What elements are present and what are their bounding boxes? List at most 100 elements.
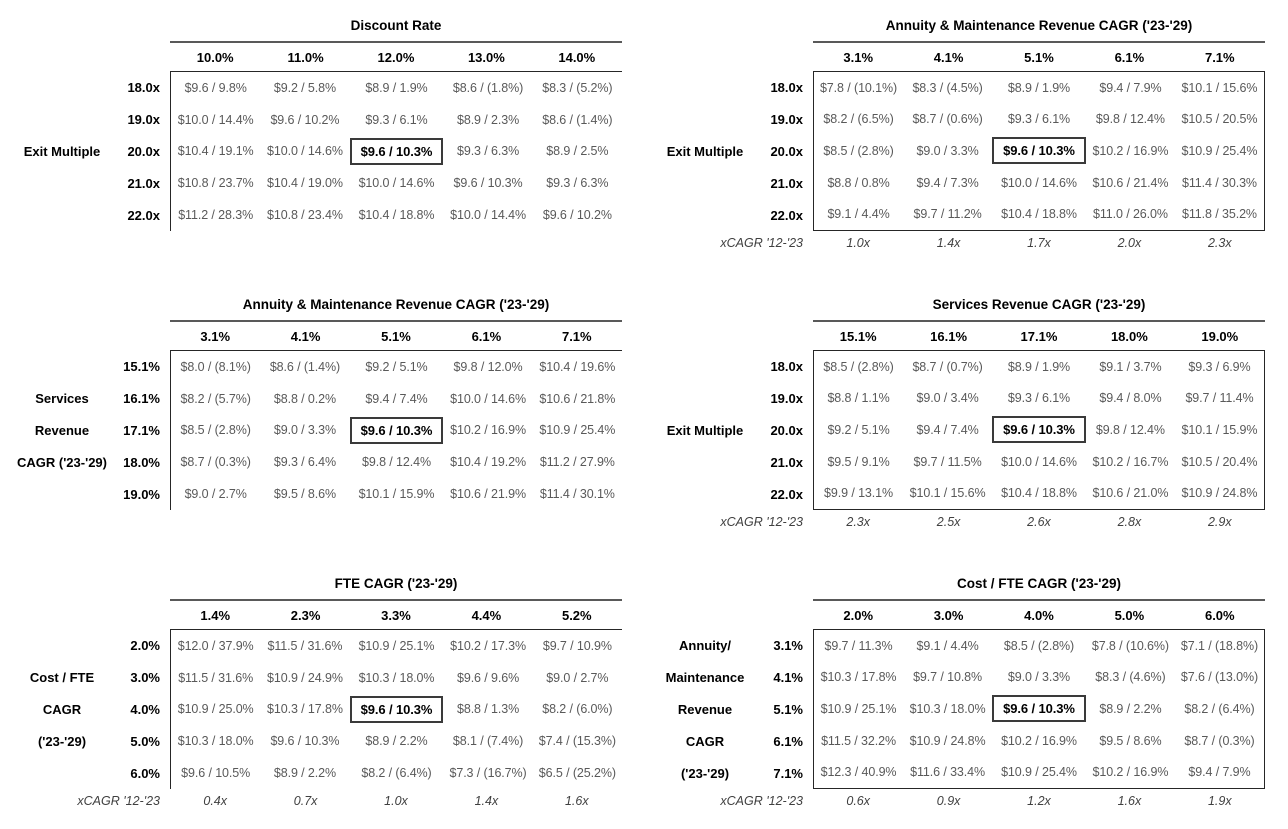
table-cell: $9.0 / 2.7%	[184, 487, 247, 502]
xcagr-value: 2.6x	[1027, 515, 1051, 529]
spacer	[651, 10, 813, 43]
table-cell: $11.6 / 33.4%	[910, 765, 986, 780]
xcagr-value: 0.7x	[293, 794, 318, 808]
row-header: 3.1%	[773, 637, 803, 653]
row-axis-label-block: Cost / FTE CAGR ('23-'29)	[8, 629, 116, 789]
table-cell: $8.5 / (2.8%)	[823, 143, 894, 158]
table-cell: $9.6 / 10.3%	[270, 734, 340, 749]
spacer	[651, 43, 813, 71]
table-cell: $8.2 / (6.0%)	[542, 702, 613, 717]
row-axis-label	[651, 350, 759, 382]
row-axis-label-block: Exit Multiple	[651, 71, 759, 231]
table-cell: $9.6 / 10.5%	[181, 766, 251, 781]
column-header: 3.1%	[843, 49, 874, 65]
column-header: 4.0%	[1024, 607, 1054, 623]
column-headers: 10.0% 11.0% 12.0% 13.0% 14.0%	[170, 43, 622, 71]
table-body-row: Cost / FTE CAGR ('23-'29) 2.0% 3.0% 4.0% 5.0% 6…	[8, 629, 630, 789]
column-header: 12.0%	[377, 49, 415, 65]
data-cell-grid: $9.7 / 11.3% $9.1 / 4.4% $8.5 / (2.8%) $7.8…	[813, 629, 1265, 789]
column-header: 13.0%	[467, 49, 505, 65]
column-header: 3.1%	[200, 328, 231, 344]
table-cell: $10.6 / 21.0%	[1092, 486, 1169, 501]
xcagr-value: 1.2x	[1027, 794, 1051, 808]
row-headers: 3.1% 4.1% 5.1% 6.1% 7.1%	[759, 629, 813, 789]
table-cell: $10.9 / 25.1%	[820, 701, 897, 716]
table-cell: $10.6 / 21.4%	[1092, 175, 1169, 190]
column-headers: 1.4% 2.3% 3.3% 4.4% 5.2%	[170, 601, 622, 629]
highlight-box: $9.6 / 10.3%	[992, 416, 1086, 444]
highlighted-cell: $9.6 / 10.3%	[992, 414, 1086, 446]
table-cell: $9.3 / 6.9%	[1188, 359, 1251, 374]
table-cell: $10.2 / 17.3%	[450, 638, 526, 653]
xcagr-values: 0.4x 0.7x 1.0x 1.4x 1.6x	[170, 789, 622, 813]
table-cell: $9.7 / 11.2%	[913, 207, 982, 222]
column-header: 5.0%	[1114, 607, 1145, 623]
table-cell: $11.0 / 26.0%	[1092, 207, 1168, 222]
row-header: 20.0x	[127, 143, 160, 159]
row-header: 21.0x	[127, 175, 160, 191]
row-axis-label: Services	[35, 390, 89, 406]
table-cell: $9.0 / 3.3%	[273, 423, 337, 438]
row-axis-label	[651, 478, 759, 510]
row-header: 4.1%	[773, 669, 803, 685]
table-cell: $9.0 / 3.3%	[1007, 670, 1071, 685]
table-cell: $11.5 / 32.2%	[821, 733, 896, 748]
xcagr-value: 1.4x	[936, 236, 961, 250]
column-header: 1.4%	[200, 607, 231, 623]
xcagr-value: 2.9x	[1207, 515, 1232, 529]
row-header: 15.1%	[123, 358, 160, 374]
row-axis-label	[8, 71, 116, 103]
table-cell: $10.8 / 23.7%	[177, 176, 254, 191]
row-header: 2.0%	[130, 637, 160, 653]
table-header-row: 2.0% 3.0% 4.0% 5.0% 6.0%	[651, 601, 1273, 629]
table-cell: $10.4 / 19.0%	[267, 176, 343, 191]
sensitivity-table-fte-cagr-vs-cost-fte-cagr: FTE CAGR ('23-'29) 1.4% 2.3% 3.3% 4.4% 5.2% Co…	[8, 568, 630, 813]
row-axis-label	[8, 103, 116, 135]
table-cell: $9.8 / 12.4%	[1095, 422, 1165, 437]
table-cell: $10.0 / 14.4%	[450, 208, 526, 223]
table-cell: $9.1 / 4.4%	[916, 638, 979, 653]
table-cell: $9.4 / 8.0%	[1099, 391, 1162, 406]
sensitivity-table-cost-fte-cagr-vs-annuity-maintenance-cagr: Cost / FTE CAGR ('23-'29) 2.0% 3.0% 4.0% 5.0…	[651, 568, 1273, 813]
row-axis-label-block: Exit Multiple	[651, 350, 759, 510]
row-axis-label: CAGR ('23-'29)	[17, 454, 107, 470]
row-axis-label: Annuity/	[679, 637, 731, 653]
table-cell: $10.9 / 24.8%	[909, 733, 986, 748]
table-cell: $9.7 / 10.9%	[542, 638, 612, 653]
table-cell: $7.6 / (13.0%)	[1180, 670, 1259, 685]
table-cell: $10.1 / 15.6%	[909, 486, 986, 501]
column-header: 18.0%	[1110, 328, 1148, 344]
xcagr-row: xCAGR '12-'23 0.6x 0.9x 1.2x 1.6x 1.9x	[651, 789, 1273, 813]
table-header-row: 1.4% 2.3% 3.3% 4.4% 5.2%	[8, 601, 630, 629]
table-cell: $8.7 / (0.7%)	[912, 359, 983, 374]
data-cell-grid: $9.6 / 9.8% $9.2 / 5.8% $8.9 / 1.9% $8.6 / …	[170, 71, 622, 231]
highlight-box: $9.6 / 10.3%	[992, 137, 1086, 165]
table-body-row: Services Revenue CAGR ('23-'29) 15.1% 16.1% 1…	[8, 350, 630, 510]
xcagr-label: xCAGR '12-'23	[720, 794, 803, 808]
table-cell: $9.6 / 9.6%	[456, 670, 520, 685]
row-header: 19.0x	[127, 111, 160, 127]
table-cell: $7.8 / (10.1%)	[819, 80, 898, 95]
table-cell: $10.9 / 25.4%	[1181, 143, 1258, 158]
row-header: 22.0x	[770, 207, 803, 223]
column-header: 14.0%	[558, 49, 596, 65]
sensitivity-table-annuity-maintenance-cagr-vs-services-cagr: Annuity & Maintenance Revenue CAGR ('23-…	[8, 289, 630, 534]
xcagr-value: 1.6x	[564, 794, 589, 808]
column-header: 4.4%	[471, 607, 502, 623]
row-axis-label: Cost / FTE	[29, 669, 95, 685]
table-cell: $8.8 / 0.8%	[827, 175, 890, 190]
table-cell: $9.6 / 10.3%	[453, 176, 523, 191]
row-header: 19.0x	[770, 390, 803, 406]
xcagr-value: 1.0x	[384, 794, 408, 808]
spacer	[651, 289, 813, 322]
table-title: Annuity & Maintenance Revenue CAGR ('23-…	[170, 289, 622, 322]
table-title-row: Annuity & Maintenance Revenue CAGR ('23-…	[8, 289, 630, 322]
xcagr-value: 1.9x	[1207, 794, 1232, 808]
row-header: 6.0%	[130, 765, 160, 781]
table-cell: $10.3 / 18.0%	[177, 734, 254, 749]
table-cell: $11.5 / 31.6%	[178, 670, 254, 685]
row-axis-label	[8, 350, 116, 382]
table-cell: $10.4 / 19.1%	[177, 144, 254, 159]
table-cell: $9.1 / 4.4%	[827, 207, 890, 222]
row-header: 21.0x	[770, 454, 803, 470]
